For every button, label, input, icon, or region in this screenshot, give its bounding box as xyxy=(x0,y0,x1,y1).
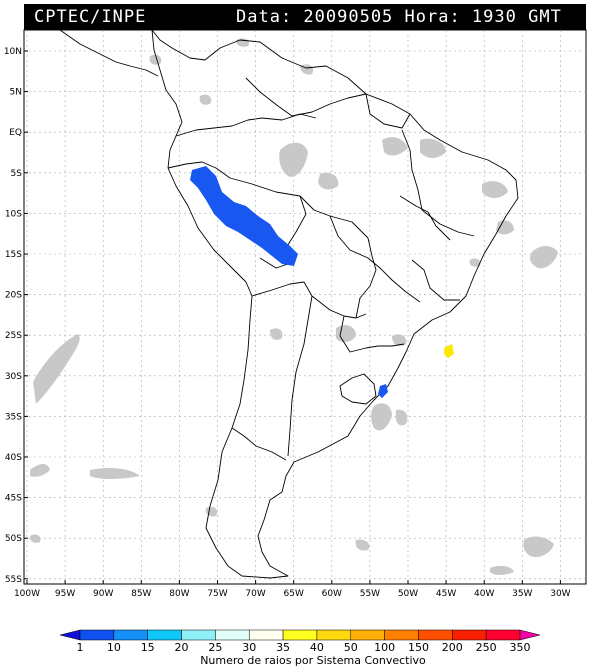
latitude-label: 55S xyxy=(5,575,22,585)
longitude-label: 30W xyxy=(550,589,570,599)
legend-color-cell xyxy=(519,629,541,641)
legend-color-cell xyxy=(248,629,284,641)
longitude-label: 45W xyxy=(436,589,456,599)
legend-color-cell xyxy=(181,629,216,641)
legend-value-label: 15 xyxy=(141,641,155,654)
title-bar: CPTEC/INPE Data: 20090505 Hora: 1930 GMT xyxy=(24,4,586,30)
longitude-label: 100W xyxy=(14,589,40,599)
amazon-andes-lightning-band xyxy=(190,166,298,266)
legend-color-cell xyxy=(485,629,521,641)
legend-color-cell xyxy=(350,629,385,641)
latitude-label: 45S xyxy=(5,494,22,504)
legend-value-label: 10 xyxy=(107,641,121,654)
latitude-label: 20S xyxy=(5,291,22,301)
legend-value-label: 20 xyxy=(175,641,189,654)
longitude-label: 65W xyxy=(284,589,304,599)
longitude-label: 80W xyxy=(169,589,189,599)
legend-value-label: 1 xyxy=(77,641,84,654)
legend-value-label: 200 xyxy=(442,641,463,654)
latitude-label: 50S xyxy=(5,534,22,544)
legend-color-cell xyxy=(79,629,115,641)
longitude-label: 50W xyxy=(398,589,418,599)
legend-value-label: 40 xyxy=(310,641,324,654)
latitude-label: 5N xyxy=(10,88,22,98)
legend-value-label: 150 xyxy=(408,641,429,654)
legend-value-label: 350 xyxy=(510,641,531,654)
legend-color-cell xyxy=(452,629,487,641)
legend-color-cell xyxy=(316,629,352,641)
legend-color-cell xyxy=(418,629,453,641)
longitude-label: 90W xyxy=(93,589,113,599)
legend-value-label: 50 xyxy=(344,641,358,654)
legend-value-label: 100 xyxy=(374,641,395,654)
legend-color-cell xyxy=(282,629,318,641)
latitude-labels: 10N 5N EQ 5S 10S 15S 20S 25S 30S 35S 40S 45S 50S 55S xyxy=(4,47,28,585)
longitude-label: 55W xyxy=(360,589,380,599)
datetime-label: Data: 20090505 Hora: 1930 GMT xyxy=(236,7,562,27)
longitude-label: 60W xyxy=(322,589,342,599)
legend-color-cell xyxy=(147,629,182,641)
longitude-label: 95W xyxy=(55,589,75,599)
atlantic-lightning-cell xyxy=(444,344,454,358)
latitude-label: 25S xyxy=(5,331,22,341)
latitude-label: 5S xyxy=(11,169,23,179)
legend-color-cell xyxy=(384,629,419,641)
south-brazil-lightning-cell xyxy=(378,384,388,398)
legend-color-cell xyxy=(113,629,148,641)
legend-color-cell xyxy=(59,629,81,641)
longitude-label: 75W xyxy=(207,589,227,599)
cloud-cover xyxy=(30,38,558,575)
latitude-label: 15S xyxy=(5,250,22,260)
coastlines-borders xyxy=(59,29,519,579)
latitude-label: 10N xyxy=(4,47,22,57)
latitude-label: EQ xyxy=(9,128,22,138)
legend-values: 1 10 15 20 25 30 35 40 50 100 150 200 250 350 xyxy=(77,641,531,654)
legend-value-label: 25 xyxy=(208,641,222,654)
longitude-label: 70W xyxy=(245,589,265,599)
longitude-label: 40W xyxy=(474,589,494,599)
latitude-label: 35S xyxy=(5,412,22,422)
longitude-labels: 100W 95W 90W 85W 80W 75W 70W 65W 60W 55W 50W 45W 40W… xyxy=(14,580,571,599)
legend-value-label: 30 xyxy=(242,641,256,654)
lightning-systems xyxy=(190,166,454,398)
legend-color-cell xyxy=(215,629,250,641)
map-frame xyxy=(23,29,587,585)
latitude-label: 40S xyxy=(5,453,22,463)
legend-value-label: 35 xyxy=(276,641,290,654)
source-label: CPTEC/INPE xyxy=(34,7,147,27)
longitude-label: 85W xyxy=(131,589,151,599)
legend-title: Numero de raios por Sistema Convectivo xyxy=(200,654,426,667)
legend-color-bar xyxy=(59,629,541,641)
latitude-label: 30S xyxy=(5,372,22,382)
legend-value-label: 250 xyxy=(476,641,497,654)
latitude-label: 10S xyxy=(5,209,22,219)
longitude-label: 35W xyxy=(512,589,532,599)
graticule xyxy=(24,30,586,584)
